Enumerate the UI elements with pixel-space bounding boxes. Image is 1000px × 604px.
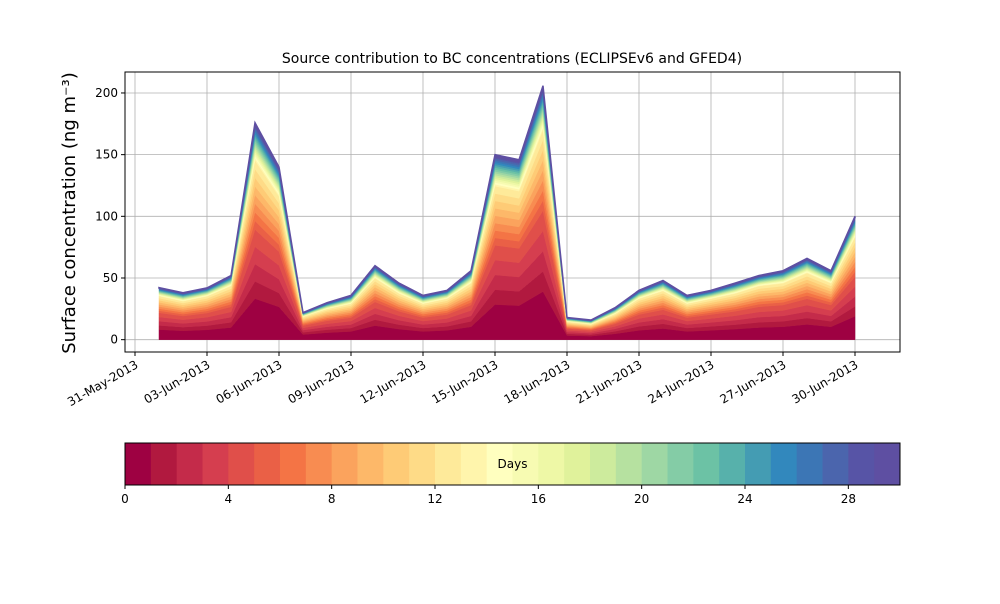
- y-tick-label: 0: [110, 333, 118, 347]
- colorbar-tick-label: 4: [225, 492, 233, 506]
- colorbar-tick-label: 8: [328, 492, 336, 506]
- colorbar-swatch: [409, 443, 436, 485]
- chart-title: Source contribution to BC concentrations…: [282, 51, 742, 67]
- colorbar-swatch: [486, 443, 513, 485]
- colorbar-swatch: [125, 443, 152, 485]
- colorbar-swatch: [254, 443, 281, 485]
- colorbar-tick-label: 24: [737, 492, 752, 506]
- y-tick-label: 150: [95, 148, 118, 162]
- colorbar-swatch: [745, 443, 772, 485]
- colorbar-swatch: [331, 443, 358, 485]
- colorbar-swatch: [176, 443, 203, 485]
- colorbar-tick-label: 28: [841, 492, 856, 506]
- x-tick-label: 30-Jun-2013: [790, 357, 861, 406]
- colorbar-swatch: [280, 443, 307, 485]
- colorbar-swatch: [150, 443, 178, 485]
- colorbar-swatch: [512, 443, 539, 485]
- colorbar-swatch: [796, 443, 823, 485]
- colorbar-swatch: [564, 443, 591, 485]
- y-axis-label: Surface concentration (ng m⁻³): [59, 72, 80, 354]
- colorbar-swatch: [822, 443, 849, 485]
- colorbar-swatch: [435, 443, 462, 485]
- colorbar-swatch: [848, 443, 875, 485]
- x-tick-label: 12-Jun-2013: [358, 357, 429, 406]
- colorbar-swatch: [770, 443, 798, 485]
- x-tick-label: 21-Jun-2013: [574, 357, 645, 406]
- colorbar-swatch: [590, 443, 617, 485]
- colorbar-swatch: [874, 443, 901, 485]
- colorbar-swatch: [615, 443, 643, 485]
- colorbar-swatch: [538, 443, 565, 485]
- colorbar-swatch: [228, 443, 255, 485]
- x-tick-label: 31-May-2013: [65, 357, 140, 409]
- x-tick-label: 15-Jun-2013: [430, 357, 501, 406]
- colorbar-swatch: [693, 443, 720, 485]
- colorbar-tick-label: 12: [427, 492, 442, 506]
- x-tick-label: 03-Jun-2013: [142, 357, 213, 406]
- x-tick-label: 27-Jun-2013: [718, 357, 789, 406]
- colorbar-swatch: [667, 443, 694, 485]
- x-tick-label: 24-Jun-2013: [646, 357, 717, 406]
- x-tick-label: 06-Jun-2013: [214, 357, 285, 406]
- colorbar-swatch: [305, 443, 333, 485]
- area-layer: [158, 85, 856, 322]
- colorbar-label: Days: [498, 457, 528, 471]
- x-tick-label: 18-Jun-2013: [502, 357, 573, 406]
- colorbar-tick-label: 20: [634, 492, 649, 506]
- colorbar-swatch: [641, 443, 668, 485]
- colorbar-frame: [124, 442, 901, 486]
- colorbar-swatch: [460, 443, 488, 485]
- colorbar-swatch: [383, 443, 410, 485]
- colorbar-tick-label: 0: [121, 492, 129, 506]
- y-tick-label: 100: [95, 209, 118, 223]
- colorbar-swatch: [202, 443, 229, 485]
- colorbar-tick-label: 16: [531, 492, 546, 506]
- y-tick-label: 200: [95, 86, 118, 100]
- x-tick-label: 09-Jun-2013: [286, 357, 357, 406]
- colorbar-swatch: [719, 443, 746, 485]
- colorbar-swatch: [357, 443, 384, 485]
- plot-frame: [124, 71, 901, 353]
- y-tick-label: 50: [103, 271, 118, 285]
